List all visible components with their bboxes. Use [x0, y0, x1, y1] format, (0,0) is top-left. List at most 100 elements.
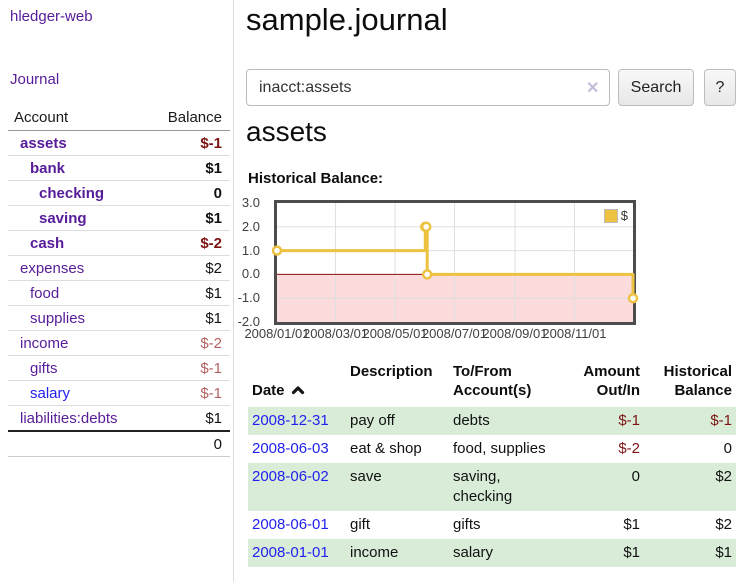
account-row: gifts $-1: [8, 356, 230, 381]
help-button[interactable]: ?: [704, 69, 736, 106]
x-axis-tick-label: 2008/07/01: [421, 326, 488, 341]
x-axis-tick-label: 2008/01/01: [244, 326, 310, 341]
account-balance-value: $-1: [200, 359, 222, 377]
chart-canvas: [271, 203, 639, 322]
date-column-header[interactable]: Date: [248, 360, 346, 407]
transaction-historical-cell: 0: [723, 440, 732, 457]
transaction-historical-cell: $2: [715, 468, 732, 485]
transaction-date-link[interactable]: 2008-12-31: [252, 412, 329, 429]
account-column-header: Account: [14, 108, 69, 126]
account-link[interactable]: food: [30, 284, 60, 302]
account-row: food $1: [8, 281, 230, 306]
accounts-table: Account Balance assets $-1 bank $1 checking 0…: [8, 104, 230, 457]
sidebar-item-journal[interactable]: Journal: [10, 71, 60, 88]
transaction-amount-cell: $1: [623, 516, 640, 533]
account-link[interactable]: assets: [20, 134, 67, 152]
account-balance-value: $-2: [200, 234, 222, 252]
legend-color-swatch: [603, 208, 618, 223]
account-row: salary $-1: [8, 381, 230, 406]
historical-column-header: Historical Balance: [663, 363, 732, 399]
account-link[interactable]: checking: [39, 184, 105, 202]
account-row: assets $-1: [8, 131, 230, 156]
transaction-date-link[interactable]: 2008-06-03: [252, 440, 329, 457]
y-axis-tick-label: 3.0: [241, 195, 260, 210]
account-link[interactable]: expenses: [20, 259, 85, 277]
transaction-accounts-cell: food, supplies: [453, 440, 546, 457]
transaction-date-link[interactable]: 2008-06-02: [252, 468, 329, 485]
chart-title: Historical Balance:: [248, 170, 384, 187]
date-header-label: Date: [252, 382, 285, 399]
total-balance-value: 0: [213, 435, 222, 453]
accounts-total-row: 0: [8, 430, 230, 457]
y-axis-tick-label: 0.0: [241, 266, 260, 282]
accounts-table-header: Account Balance: [8, 104, 230, 131]
transaction-historical-cell: $1: [715, 544, 732, 561]
account-heading: assets: [246, 116, 327, 147]
transactions-table: Date Description To/From Account(s) Amou…: [248, 360, 736, 567]
transaction-row: 2008-01-01 income salary $1 $1: [248, 539, 736, 567]
account-row: bank $1: [8, 156, 230, 181]
transaction-description-cell: gift: [350, 516, 371, 533]
page-title: sample.journal: [246, 2, 448, 37]
account-link[interactable]: income: [20, 334, 69, 352]
account-link[interactable]: supplies: [30, 309, 86, 327]
x-axis-tick-label: 2008/05/01: [362, 326, 428, 341]
search-button[interactable]: Search: [618, 69, 694, 106]
account-row: saving $1: [8, 206, 230, 231]
transaction-row: 2008-06-01 gift gifts $1 $2: [248, 511, 736, 539]
account-row: expenses $2: [8, 256, 230, 281]
account-row: supplies $1: [8, 306, 230, 331]
tofrom-column-header: To/From Account(s): [453, 363, 532, 399]
transaction-description-cell: income: [350, 544, 399, 561]
account-link[interactable]: bank: [30, 159, 66, 177]
y-axis-tick-label: 1.0: [241, 242, 260, 258]
transaction-historical-cell: $2: [715, 516, 732, 533]
account-balance-value: $-2: [200, 334, 222, 352]
transaction-description-cell: eat & shop: [350, 440, 422, 457]
transaction-amount-cell: $-1: [618, 412, 640, 429]
transaction-date-cell: 2008-06-03: [248, 435, 346, 463]
account-balance-value: $1: [205, 159, 222, 177]
chart-legend: $: [601, 207, 630, 224]
transactions-header-row: Date Description To/From Account(s) Amou…: [248, 360, 736, 407]
transaction-date-cell: 2008-06-01: [248, 511, 346, 539]
transaction-date-cell: 2008-12-31: [248, 407, 346, 435]
account-link[interactable]: liabilities:debts: [20, 409, 118, 427]
account-balance-value: $-1: [200, 134, 222, 152]
transaction-date-cell: 2008-06-02: [248, 463, 346, 511]
account-link[interactable]: cash: [30, 234, 65, 252]
transaction-amount-cell: $-2: [618, 440, 640, 457]
account-row: liabilities:debts $1: [8, 406, 230, 430]
app-brand-link[interactable]: hledger-web: [10, 8, 93, 25]
account-balance-value: 0: [213, 184, 222, 202]
account-link[interactable]: salary: [30, 384, 71, 402]
account-balance-value: $2: [205, 259, 222, 277]
y-axis-tick-label: 2.0: [241, 218, 260, 234]
y-axis-tick-label: -2.0: [237, 314, 260, 329]
transaction-amount-cell: 0: [631, 468, 640, 485]
legend-label: $: [620, 208, 628, 223]
account-row: income $-2: [8, 331, 230, 356]
transaction-date-link[interactable]: 2008-01-01: [252, 544, 329, 561]
main-content: sample.journal ✕ Search ? assets Histori…: [238, 0, 742, 582]
transaction-accounts-cell: saving, checking: [453, 468, 513, 505]
transaction-row: 2008-06-03 eat & shop food, supplies $-2 0: [248, 435, 736, 463]
clear-search-icon[interactable]: ✕: [586, 80, 600, 97]
account-rows: assets $-1 bank $1 checking 0 saving $1 cash $-2 e…: [8, 131, 230, 430]
account-row: cash $-2: [8, 231, 230, 256]
account-link[interactable]: saving: [39, 209, 87, 227]
historical-balance-chart: $: [271, 200, 639, 325]
sidebar: hledger-web Journal Account Balance asse…: [0, 0, 234, 582]
search-input[interactable]: [246, 69, 610, 106]
transaction-description-cell: pay off: [350, 412, 395, 429]
transaction-date-link[interactable]: 2008-06-01: [252, 516, 329, 533]
transaction-row: 2008-06-02 save saving, checking 0 $2: [248, 463, 736, 511]
account-balance-value: $1: [205, 284, 222, 302]
account-balance-value: $1: [205, 409, 222, 427]
transaction-historical-cell: $-1: [710, 412, 732, 429]
account-row: checking 0: [8, 181, 230, 206]
transaction-accounts-cell: gifts: [453, 516, 481, 533]
transaction-date-cell: 2008-01-01: [248, 539, 346, 567]
transaction-accounts-cell: salary: [453, 544, 494, 561]
account-link[interactable]: gifts: [30, 359, 58, 377]
